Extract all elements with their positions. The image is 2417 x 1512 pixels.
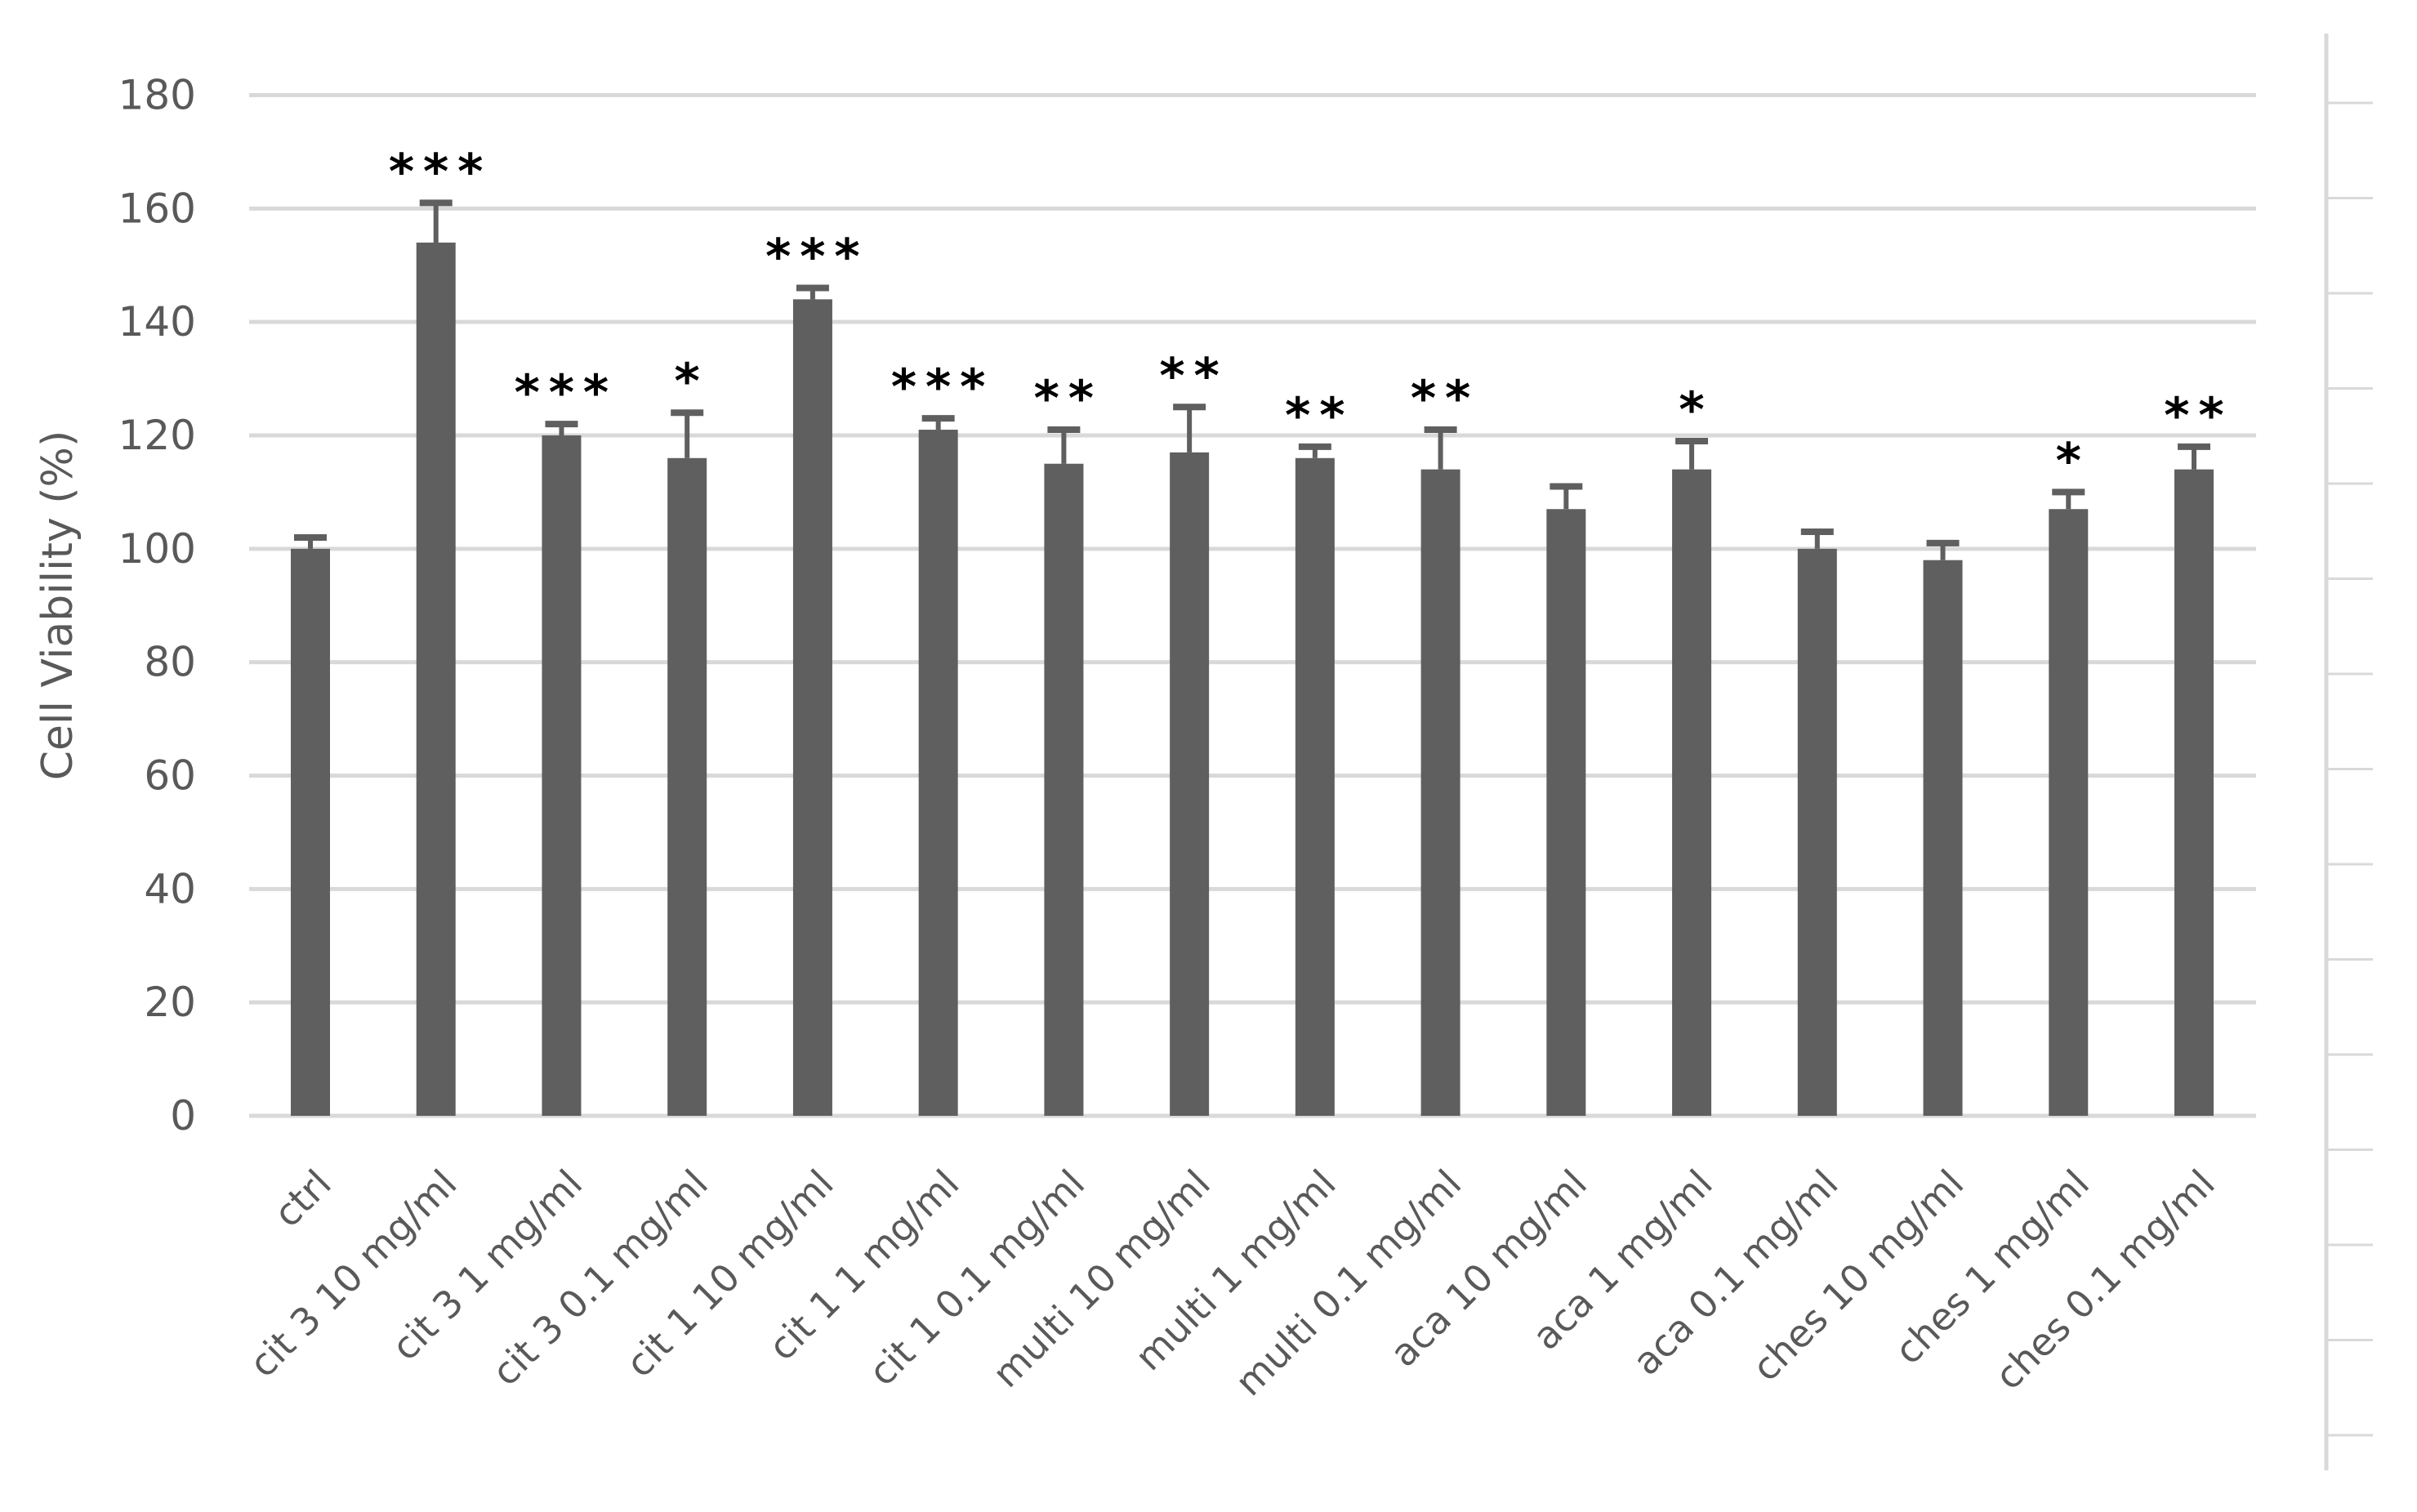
y-tick-label: 0 <box>170 1092 196 1140</box>
significance-marker: ** <box>2162 387 2231 444</box>
bar <box>1420 469 1460 1116</box>
bar <box>291 548 330 1116</box>
bars <box>291 242 2214 1116</box>
significance-marker: *** <box>764 229 867 286</box>
significance-marker: * <box>672 353 707 410</box>
y-tick-label: 160 <box>118 185 196 232</box>
x-category-label: ches 0.1 mg/ml <box>1987 1162 2223 1398</box>
right-edge-panel <box>2324 33 2373 1470</box>
x-category-label: cit 1 0.1 mg/ml <box>860 1162 1093 1394</box>
gridlines <box>249 93 2256 1118</box>
significance-marker: *** <box>512 364 615 421</box>
y-tick-label: 120 <box>118 412 196 459</box>
bar <box>1797 548 1837 1116</box>
y-tick-label: 80 <box>144 639 196 686</box>
significance-marker: * <box>1677 381 1711 439</box>
x-category-label: cit 3 0.1 mg/ml <box>484 1162 716 1394</box>
x-category-label: multi 0.1 mg/ml <box>1227 1162 1470 1405</box>
y-tick-label: 100 <box>118 525 196 573</box>
significance-marker: * <box>2054 432 2088 489</box>
y-tick-label: 60 <box>144 752 196 800</box>
bar <box>1170 452 1210 1116</box>
bar <box>1923 560 1963 1116</box>
significance-marker: ** <box>1408 370 1477 427</box>
error-bars <box>294 199 2210 560</box>
y-tick-label: 140 <box>118 298 196 346</box>
significance-markers: ****** ******* ** **** ** **** <box>387 143 2231 489</box>
bar <box>667 457 707 1116</box>
bar <box>1672 469 1712 1116</box>
bar <box>1295 457 1335 1116</box>
x-category-label: multi 10 mg/ml <box>984 1162 1219 1396</box>
bar <box>1546 509 1586 1116</box>
bar <box>1044 463 1084 1116</box>
significance-marker: *** <box>387 143 490 200</box>
y-axis-title: Cell Viability (%) <box>33 430 82 781</box>
significance-marker: ** <box>1157 347 1226 404</box>
x-category-label: ches 10 mg/ml <box>1744 1162 1973 1390</box>
significance-marker: ** <box>1283 387 1352 444</box>
bar <box>918 430 958 1116</box>
x-category-label: ctrl <box>265 1162 340 1236</box>
y-tick-label: 20 <box>144 979 196 1026</box>
significance-marker: ** <box>1032 370 1100 427</box>
bar <box>416 242 456 1116</box>
significance-marker: *** <box>889 359 992 416</box>
y-tick-label: 180 <box>118 72 196 119</box>
bar <box>792 299 832 1116</box>
y-tick-label: 40 <box>144 865 196 912</box>
y-axis-tick-labels: 0 20 40 60 80 100 120 140 160 180 <box>118 72 196 1140</box>
bar <box>542 435 582 1116</box>
bar <box>2049 509 2089 1116</box>
bar <box>2174 469 2214 1116</box>
